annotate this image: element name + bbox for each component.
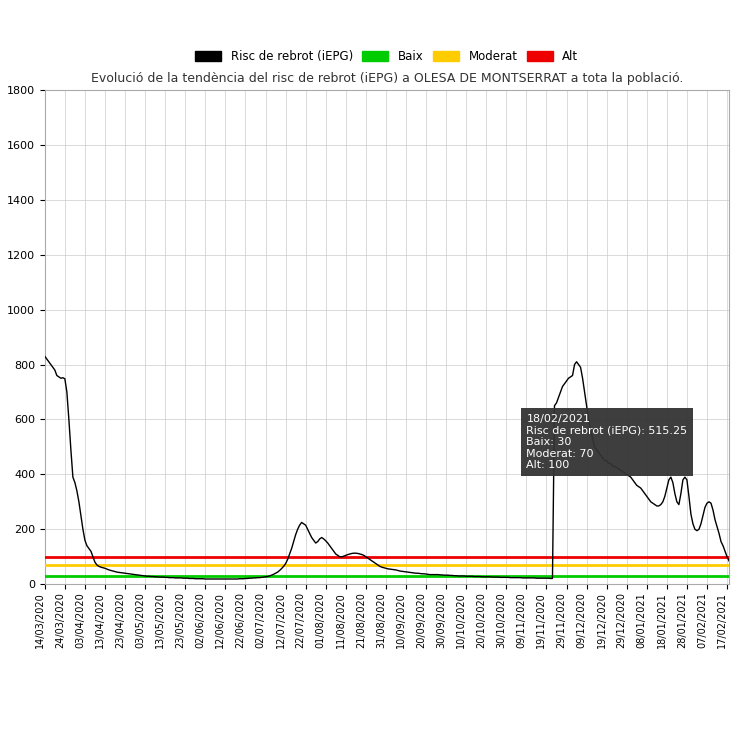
Title: Evolució de la tendència del risc de rebrot (iEPG) a OLESA DE MONTSERRAT a tota : Evolució de la tendència del risc de reb… <box>91 72 683 85</box>
Legend: Risc de rebrot (iEPG), Baix, Moderat, Alt: Risc de rebrot (iEPG), Baix, Moderat, Al… <box>192 46 582 67</box>
Text: 18/02/2021
Risc de rebrot (iEPG): 515.25
Baix: 30
Moderat: 70
Alt: 100: 18/02/2021 Risc de rebrot (iEPG): 515.25… <box>526 414 687 470</box>
